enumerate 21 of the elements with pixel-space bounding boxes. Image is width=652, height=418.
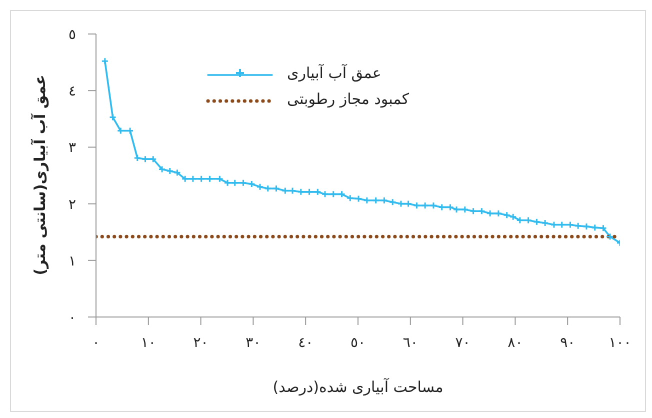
x-tick-label: ٧٠ — [455, 334, 470, 351]
x-tick-label: ٨٠ — [508, 334, 523, 351]
legend-label: کمبود مجاز رطوبتی — [287, 90, 409, 108]
y-tick-label: ٣ — [68, 140, 76, 156]
x-axis-title: مساحت آبیاری شده(درصد) — [272, 378, 444, 396]
y-tick-label: ٠ — [68, 310, 76, 326]
legend-label: عمق آب آبیاری — [287, 64, 382, 82]
x-tick-label: ٢٠ — [193, 334, 208, 351]
y-tick-label: ٥ — [68, 26, 76, 43]
y-tick-label: ١ — [68, 253, 76, 270]
x-tick-label: ٥٠ — [350, 334, 366, 351]
x-tick-label: ٩٠ — [560, 334, 576, 351]
x-tick-label: ٣٠ — [246, 334, 261, 351]
x-tick-label: ٦٠ — [402, 334, 418, 351]
y-axis-title: عمق آب آبیاری(سانتی متر) — [31, 74, 50, 276]
x-tick-label: ١٠ — [140, 334, 156, 351]
y-tick-label: ٤ — [68, 84, 76, 100]
x-tick-label: ١٠٠ — [608, 334, 632, 351]
x-tick-label: ٠ — [92, 334, 100, 351]
x-tick-label: ٤٠ — [298, 334, 314, 351]
y-tick-label: ٢ — [68, 196, 76, 213]
